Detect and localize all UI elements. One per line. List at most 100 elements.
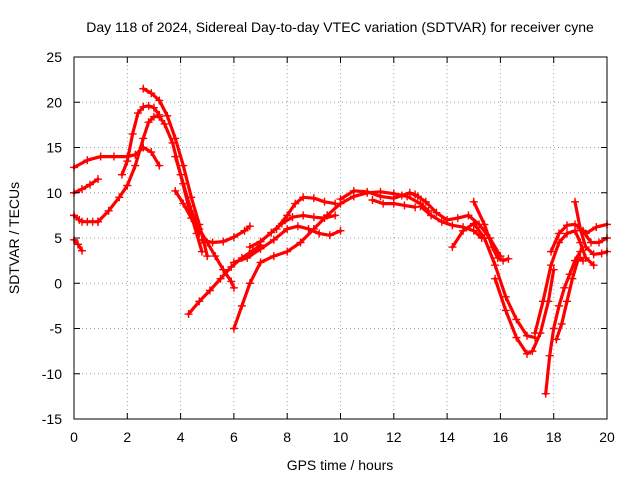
data-point [469,219,478,228]
data-point [545,351,554,360]
data-point [272,224,281,233]
x-tick-label: 4 [177,429,185,445]
data-point [587,238,596,247]
data-point [421,197,430,206]
data-point [240,226,249,235]
data-point [291,199,300,208]
x-tick-label: 14 [439,429,455,445]
data-point [405,188,414,197]
data-point [229,283,238,292]
data-point [115,193,124,202]
series-track-1 [70,143,164,172]
data-point [469,226,478,235]
data-point [571,220,580,229]
data-point [323,211,332,220]
data-point [491,261,500,270]
data-point [160,119,169,128]
series-track-21 [448,219,540,342]
data-point [299,211,308,220]
data-point [267,228,276,237]
series-track-8 [171,152,238,292]
x-tick-label: 0 [70,429,78,445]
data-point [139,102,148,111]
x-axis-title: GPS time / hours [287,457,394,473]
data-point [469,197,478,206]
data-point [123,157,132,166]
data-point [499,256,508,265]
data-point [245,279,254,288]
data-point [501,292,510,301]
data-point [549,324,558,333]
data-point [576,224,585,233]
data-point [144,101,153,110]
data-point [216,274,225,283]
data-point [184,310,193,319]
data-point [197,235,206,244]
data-point [368,195,377,204]
data-point [283,211,292,220]
data-point [117,170,126,179]
data-point [552,335,561,344]
y-axis-title: SDTVAR / TECUs [6,182,22,294]
data-point [480,220,489,229]
data-point [203,252,212,261]
data-point [349,186,358,195]
data-point [96,152,105,161]
data-point [523,349,532,358]
series-track [173,189,201,236]
data-point [563,229,572,238]
data-point [299,193,308,202]
x-tick-label: 8 [283,429,291,445]
series-track-12 [229,211,332,333]
series-track-3 [70,211,102,226]
axes: 0 2 4 6 8 10 12 14 16 18 20 -15 -10 -5 0 5 10 15 20 25 [42,49,615,445]
data-point [83,156,92,165]
data-point [123,181,132,190]
y-tick-label: -5 [50,321,63,337]
data-point [205,286,214,295]
y-tick-label: 20 [46,94,62,110]
y-tick-label: 5 [54,230,62,246]
data-point [147,89,156,98]
data-point [195,229,204,238]
data-point [171,186,180,195]
data-point [389,199,398,208]
data-point [597,249,606,258]
data-point [77,185,86,194]
series-track-27 [552,253,588,344]
data-point [128,129,137,138]
data-point [539,297,548,306]
x-tick-label: 12 [386,429,402,445]
series-track-9 [171,186,204,238]
data-point [304,224,313,233]
data-point [555,229,564,238]
data-point [400,201,409,210]
data-point [139,84,148,93]
data-point [155,112,164,121]
data-point [211,252,220,261]
series-track [544,250,582,396]
data-point [563,221,572,230]
data-point [523,331,532,340]
data-point [459,226,468,235]
data-point [411,190,420,199]
series-track [450,221,537,340]
series-track [72,213,100,224]
data-point [256,237,265,246]
data-point [309,194,318,203]
data-point [179,179,188,188]
chart-title: Day 118 of 2024, Sidereal Day-to-day VTE… [86,19,594,35]
data-point [437,217,446,226]
data-point [85,180,94,189]
series-track-5 [117,101,164,179]
data-point [563,297,572,306]
series-track-15 [272,193,340,233]
data-point [131,161,140,170]
data-point [571,197,580,206]
data-point [229,324,238,333]
data-point [589,261,598,270]
data-point [163,111,172,120]
data-point [187,214,196,223]
series-track [200,224,252,245]
data-point [104,206,113,215]
